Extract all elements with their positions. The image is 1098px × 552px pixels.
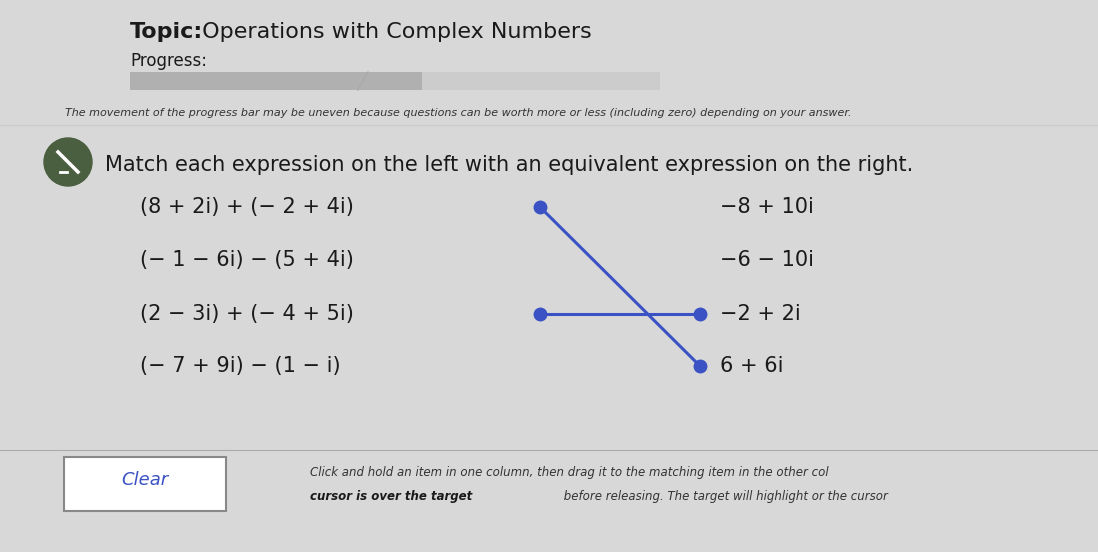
Text: −6 − 10i: −6 − 10i [720,250,814,270]
Text: Topic:: Topic: [130,22,203,42]
Text: The movement of the progress bar may be uneven because questions can be worth mo: The movement of the progress bar may be … [65,108,852,118]
Text: Clear: Clear [122,471,169,489]
Text: −2 + 2i: −2 + 2i [720,304,800,324]
Bar [130,72,422,90]
Text: Match each expression on the left with an equivalent expression on the right.: Match each expression on the left with a… [105,155,914,175]
Text: Operations with Complex Numbers: Operations with Complex Numbers [195,22,592,42]
Text: (8 + 2i) + (− 2 + 4i): (8 + 2i) + (− 2 + 4i) [141,197,354,217]
Bar [130,72,660,90]
FancyBboxPatch shape [64,457,226,511]
Text: −8 + 10i: −8 + 10i [720,197,814,217]
Text: 6 + 6i: 6 + 6i [720,356,784,376]
Text: (2 − 3i) + (− 4 + 5i): (2 − 3i) + (− 4 + 5i) [141,304,354,324]
Text: before releasing. The target will highlight or the cursor: before releasing. The target will highli… [560,490,888,503]
Text: (− 7 + 9i) − (1 − i): (− 7 + 9i) − (1 − i) [141,356,340,376]
Text: Click and hold an item in one column, then drag it to the matching item in the o: Click and hold an item in one column, th… [310,466,829,479]
Text: (− 1 − 6i) − (5 + 4i): (− 1 − 6i) − (5 + 4i) [141,250,354,270]
Circle shape [44,138,92,186]
Text: Progress:: Progress: [130,52,208,70]
Text: cursor is over the target: cursor is over the target [310,490,472,503]
